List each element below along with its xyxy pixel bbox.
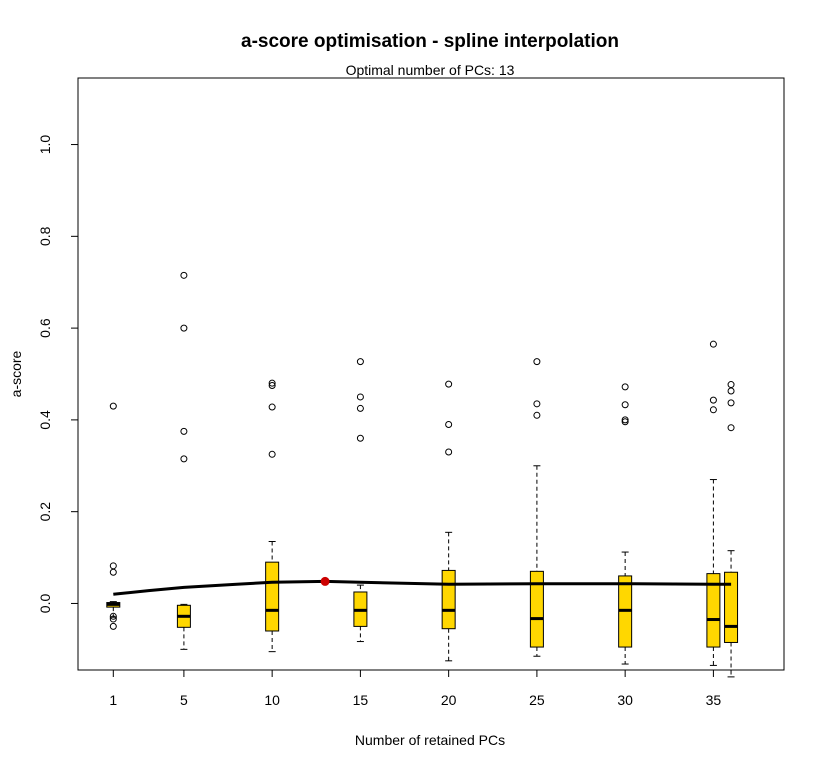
x-tick-label: 30 bbox=[617, 692, 633, 708]
boxplot-10 bbox=[265, 379, 280, 653]
box bbox=[265, 561, 280, 632]
y-axis-label: a-score bbox=[8, 350, 24, 397]
outlier-point bbox=[727, 387, 735, 395]
x-axis-label: Number of retained PCs bbox=[355, 732, 505, 748]
x-tick-label: 20 bbox=[441, 692, 457, 708]
outlier-point bbox=[445, 420, 453, 428]
y-axis: 0.0 0.2 0.4 0.6 0.8 1.0 bbox=[37, 135, 79, 614]
chart-subtitle: Optimal number of PCs: 13 bbox=[346, 62, 515, 78]
outlier-point bbox=[109, 568, 117, 576]
boxplot-20 bbox=[441, 380, 456, 662]
chart-title: a-score optimisation - spline interpolat… bbox=[241, 31, 619, 52]
outlier-point bbox=[533, 411, 541, 419]
outlier-point bbox=[709, 406, 717, 414]
box bbox=[529, 570, 544, 648]
x-tick-label: 15 bbox=[353, 692, 369, 708]
y-tick-label: 0.6 bbox=[37, 318, 53, 338]
outlier-point bbox=[109, 615, 117, 623]
outlier-point bbox=[709, 340, 717, 348]
boxplot-30 bbox=[618, 383, 633, 665]
y-tick-label: 0.8 bbox=[37, 226, 53, 246]
boxes-group bbox=[106, 271, 739, 678]
boxplot-25 bbox=[529, 358, 544, 657]
outlier-point bbox=[109, 562, 117, 570]
boxplot-1 bbox=[106, 402, 121, 630]
outlier-point bbox=[445, 448, 453, 456]
outlier-point bbox=[709, 396, 717, 404]
outlier-point bbox=[727, 424, 735, 432]
outlier-point bbox=[109, 622, 117, 630]
outlier-point bbox=[356, 393, 364, 401]
outlier-point bbox=[180, 427, 188, 435]
outlier-point bbox=[356, 434, 364, 442]
outlier-point bbox=[268, 450, 276, 458]
outlier-point bbox=[180, 271, 188, 279]
x-axis: 1 5 10 15 20 25 30 35 bbox=[109, 669, 722, 708]
outlier-point bbox=[621, 401, 629, 409]
outlier-point bbox=[109, 612, 117, 620]
boxplot-15 bbox=[353, 358, 368, 643]
outlier-point bbox=[180, 455, 188, 463]
outlier-point bbox=[533, 400, 541, 408]
x-tick-label: 25 bbox=[529, 692, 545, 708]
outlier-point bbox=[621, 383, 629, 391]
outlier-point bbox=[109, 402, 117, 410]
outlier-point bbox=[621, 418, 629, 426]
x-tick-label: 10 bbox=[264, 692, 280, 708]
outlier-point bbox=[268, 403, 276, 411]
y-tick-label: 0.2 bbox=[37, 502, 53, 522]
outlier-point bbox=[533, 358, 541, 366]
x-tick-label: 35 bbox=[706, 692, 722, 708]
outlier-point bbox=[621, 416, 629, 424]
boxplot-35 bbox=[706, 340, 721, 666]
outlier-point bbox=[180, 324, 188, 332]
box bbox=[706, 573, 721, 648]
box bbox=[441, 569, 456, 630]
y-tick-label: 0.0 bbox=[37, 594, 53, 614]
outlier-point bbox=[268, 379, 276, 387]
y-tick-label: 1.0 bbox=[37, 135, 53, 155]
y-tick-label: 0.4 bbox=[37, 410, 53, 430]
outlier-point bbox=[356, 404, 364, 412]
outlier-point bbox=[356, 358, 364, 366]
outlier-point bbox=[445, 380, 453, 388]
plot-frame bbox=[77, 77, 785, 671]
boxplot-5 bbox=[176, 271, 191, 650]
spline-curve bbox=[113, 579, 732, 596]
outlier-point bbox=[727, 399, 735, 407]
spline-layer bbox=[113, 576, 732, 596]
x-tick-label: 5 bbox=[180, 692, 188, 708]
outlier-point bbox=[268, 381, 276, 389]
outlier-point bbox=[727, 381, 735, 389]
x-tick-label: 1 bbox=[109, 692, 117, 708]
optimum-point bbox=[320, 576, 330, 586]
boxplot-36 bbox=[724, 381, 739, 678]
